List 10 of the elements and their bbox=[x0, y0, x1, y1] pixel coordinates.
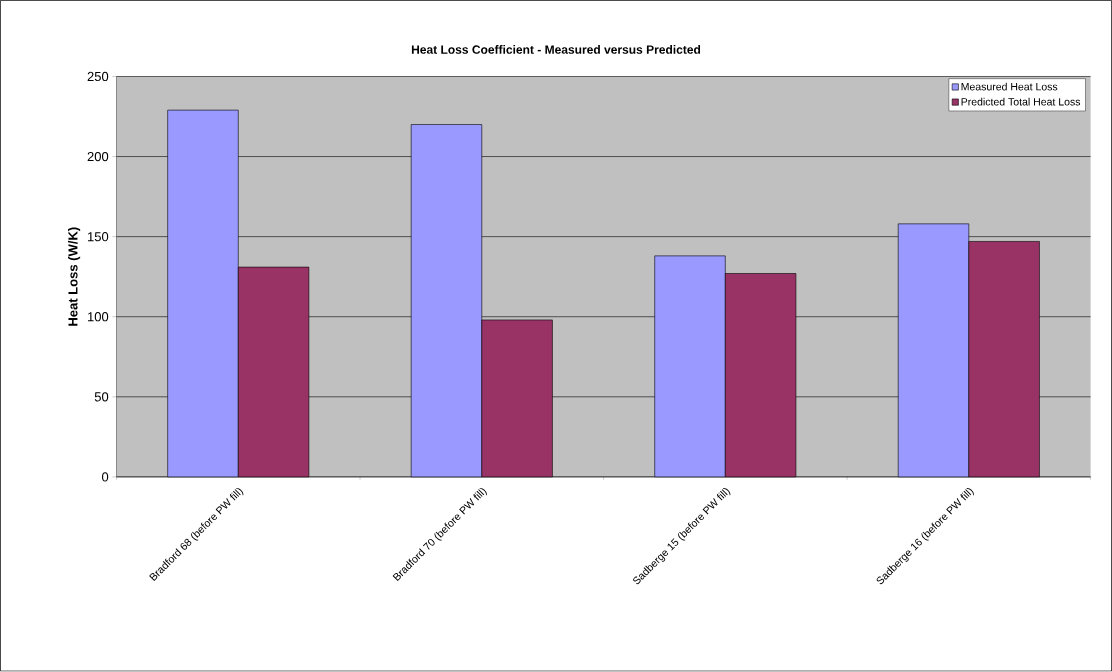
y-tick-label: 150 bbox=[88, 232, 109, 242]
y-tick-label: 250 bbox=[87, 72, 109, 82]
legend-label: Measured Heat Loss bbox=[961, 82, 1058, 91]
y-axis-title: Heat Loss (W/K) bbox=[68, 227, 81, 326]
y-tick-label: 50 bbox=[94, 392, 109, 402]
y-tick-label: 0 bbox=[101, 472, 109, 482]
chart-title: Heat Loss Coefficient - Measured versus Predicted bbox=[411, 45, 701, 55]
y-tick-label: 200 bbox=[87, 152, 109, 162]
legend-label: Predicted Total Heat Loss bbox=[961, 98, 1081, 106]
y-tick-label: 100 bbox=[88, 312, 109, 322]
